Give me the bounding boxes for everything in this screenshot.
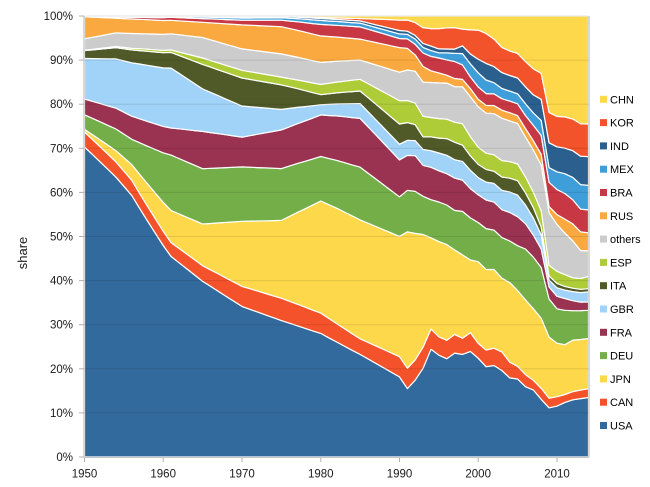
svg-text:GBR: GBR <box>610 304 634 316</box>
svg-text:1970: 1970 <box>229 469 255 481</box>
svg-text:100%: 100% <box>44 11 73 23</box>
svg-text:IND: IND <box>610 141 629 153</box>
svg-text:ITA: ITA <box>610 281 627 293</box>
svg-text:others: others <box>610 234 641 246</box>
svg-text:1990: 1990 <box>387 469 413 481</box>
svg-text:1960: 1960 <box>150 469 176 481</box>
svg-text:10%: 10% <box>50 408 73 420</box>
svg-text:2000: 2000 <box>465 469 491 481</box>
svg-text:DEU: DEU <box>610 351 633 363</box>
svg-text:40%: 40% <box>50 276 73 288</box>
svg-text:1950: 1950 <box>72 469 98 481</box>
svg-text:USA: USA <box>610 421 633 433</box>
svg-text:60%: 60% <box>50 187 73 199</box>
svg-text:CAN: CAN <box>610 397 633 409</box>
svg-text:1980: 1980 <box>308 469 334 481</box>
svg-text:ESP: ESP <box>610 257 632 269</box>
svg-text:BRA: BRA <box>610 188 633 200</box>
svg-text:CHN: CHN <box>610 94 634 106</box>
svg-text:MEX: MEX <box>610 164 635 176</box>
svg-text:90%: 90% <box>50 55 73 67</box>
svg-text:JPN: JPN <box>610 374 631 386</box>
svg-text:share: share <box>15 237 30 270</box>
svg-text:0%: 0% <box>56 452 73 464</box>
svg-text:RUS: RUS <box>610 211 633 223</box>
svg-text:FRA: FRA <box>610 327 633 339</box>
svg-text:KOR: KOR <box>610 118 634 130</box>
svg-text:20%: 20% <box>50 364 73 376</box>
svg-text:50%: 50% <box>50 232 73 244</box>
svg-text:70%: 70% <box>50 143 73 155</box>
svg-text:80%: 80% <box>50 99 73 111</box>
svg-text:2010: 2010 <box>544 469 570 481</box>
svg-text:30%: 30% <box>50 320 73 332</box>
